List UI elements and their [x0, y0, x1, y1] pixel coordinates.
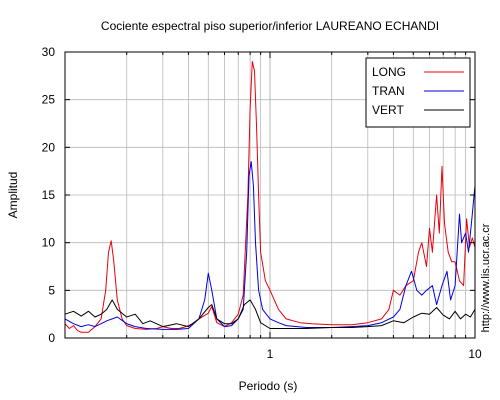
series-line-long — [64, 61, 476, 333]
y-tick-label: 5 — [48, 283, 55, 297]
y-tick-label: 15 — [42, 188, 56, 202]
x-tick-label: 1 — [267, 347, 274, 361]
axis-ticks: 0 5 10 15 20 25 30 1 10 — [42, 45, 482, 361]
legend-label-vert: VERT — [372, 103, 404, 117]
watermark-url: http://www.lis.ucr.ac.cr — [480, 223, 492, 332]
y-tick-label: 30 — [42, 45, 56, 59]
series-line-vert — [64, 299, 476, 329]
series-layer — [64, 61, 476, 333]
x-tick-label: 10 — [468, 347, 482, 361]
x-axis-label: Periodo (s) — [239, 379, 298, 393]
y-tick-label: 0 — [48, 331, 55, 345]
legend-box — [365, 57, 471, 128]
y-tick-label: 25 — [42, 93, 56, 107]
chart-title: Cociente espectral piso superior/inferio… — [101, 19, 439, 33]
y-tick-label: 20 — [42, 140, 56, 154]
legend-label-long: LONG — [372, 65, 406, 79]
y-tick-label: 10 — [42, 236, 56, 250]
legend-label-tran: TRAN — [372, 84, 405, 98]
series-line-tran — [64, 161, 476, 330]
legend: LONG TRAN VERT — [365, 57, 471, 128]
y-axis-label: Amplitud — [6, 172, 20, 219]
